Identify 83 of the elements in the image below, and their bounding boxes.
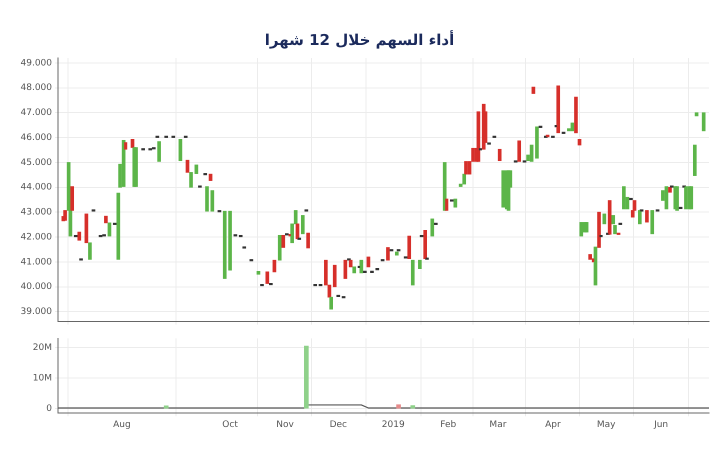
candlestick xyxy=(116,192,120,260)
x-tick-label: Aug xyxy=(113,420,131,430)
y-tick-label: 43.000 xyxy=(20,208,52,218)
candlestick xyxy=(404,256,408,259)
candlestick xyxy=(260,284,264,286)
candlestick xyxy=(242,246,246,249)
candlestick xyxy=(694,112,698,116)
candlestick xyxy=(332,264,337,288)
candlestick xyxy=(656,209,660,212)
y-tick-label: 41.000 xyxy=(20,257,52,268)
y-tick-label: 48.000 xyxy=(20,83,52,94)
candlestick xyxy=(306,232,310,248)
y-tick-label: 47.000 xyxy=(20,108,52,118)
candlestick xyxy=(597,212,601,248)
candlestick xyxy=(157,141,161,162)
x-tick-label: Oct xyxy=(222,420,238,430)
candlestick xyxy=(92,209,96,212)
candlestick xyxy=(450,199,454,202)
candlestick xyxy=(702,112,706,132)
bar xyxy=(396,404,401,408)
candlestick xyxy=(678,206,682,210)
candlestick xyxy=(272,260,276,272)
candlestick xyxy=(98,234,102,238)
candlestick xyxy=(574,96,578,134)
y-tick-label: 39.000 xyxy=(20,306,52,317)
candlestick xyxy=(234,234,238,237)
candlestick xyxy=(501,170,506,208)
bar xyxy=(164,406,169,408)
x-tick-label: May xyxy=(596,420,616,430)
y-tick-label: 45.000 xyxy=(20,158,52,168)
y-tick-label: 44.000 xyxy=(20,182,52,193)
candlestick xyxy=(622,186,626,210)
x-tick-label: Dec xyxy=(330,420,348,430)
x-tick-label: 2019 xyxy=(382,420,405,430)
y-tick-label: 42.000 xyxy=(20,232,52,242)
candlestick xyxy=(269,282,273,286)
x-tick-label: Feb xyxy=(440,420,456,430)
y-tick-label: 0 xyxy=(46,404,52,414)
candlestick xyxy=(444,198,448,211)
candlestick xyxy=(88,242,92,260)
candlestick xyxy=(304,209,308,212)
candlestick xyxy=(348,260,353,268)
candlestick xyxy=(250,258,254,262)
candlestick xyxy=(186,160,190,173)
candlestick xyxy=(487,142,491,145)
candlestick xyxy=(640,209,644,212)
candlestick xyxy=(238,234,243,238)
y-tick-label: 20M xyxy=(32,342,52,353)
candlestick xyxy=(616,232,620,236)
candlestick xyxy=(522,160,526,163)
candlestick xyxy=(454,198,458,208)
candlestick xyxy=(74,234,78,238)
candlestick xyxy=(218,210,222,212)
candlestick xyxy=(668,186,672,193)
x-tick-label: Jun xyxy=(653,420,668,430)
x-tick-label: Nov xyxy=(276,420,294,430)
candlestick xyxy=(102,234,106,237)
candlestick xyxy=(664,186,668,210)
candlestick xyxy=(442,162,447,211)
x-tick-label: Apr xyxy=(545,420,561,430)
candlestick xyxy=(517,140,522,162)
candlestick xyxy=(359,260,364,274)
candlestick xyxy=(514,160,518,163)
y-tick-label: 46.000 xyxy=(20,132,52,143)
candlestick xyxy=(425,257,429,260)
candlestick xyxy=(281,234,286,248)
candlestick xyxy=(498,148,502,162)
candlestick xyxy=(336,294,340,298)
candlestick xyxy=(104,216,108,224)
x-tick-label: Mar xyxy=(489,420,507,430)
candlestick xyxy=(380,258,384,262)
candlestick xyxy=(77,232,82,241)
candlestick xyxy=(420,234,424,238)
y-tick-label: 10M xyxy=(32,373,52,384)
chart-title: أداء السهم خلال 12 شهرا xyxy=(264,30,454,49)
bar xyxy=(410,405,416,408)
candlestick xyxy=(407,236,412,260)
candlestick xyxy=(70,186,74,211)
y-tick-label: 49.000 xyxy=(20,58,52,68)
candlestick xyxy=(608,200,612,235)
y-tick-label: 40.000 xyxy=(20,282,52,292)
candlestick xyxy=(284,233,289,236)
bar xyxy=(304,346,309,408)
